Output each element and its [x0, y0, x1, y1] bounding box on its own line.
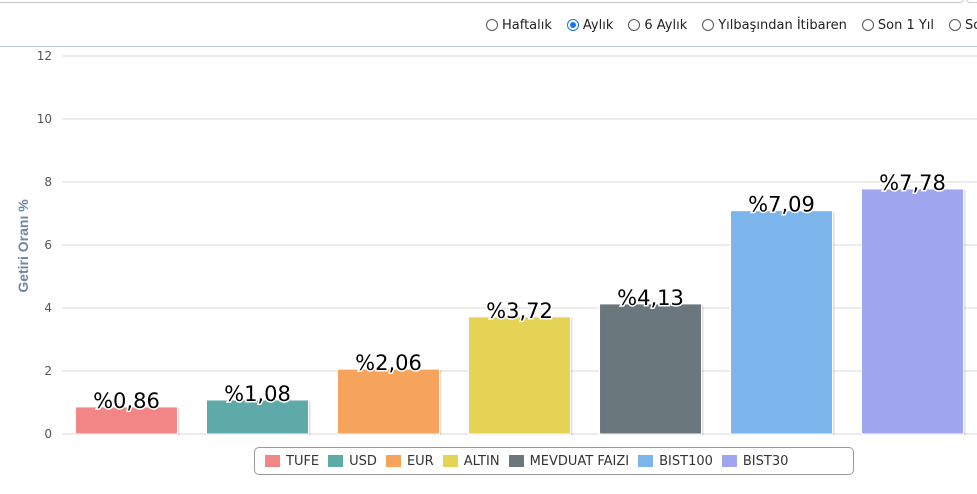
period-option-6-aylik[interactable]: 6 Aylık — [628, 18, 687, 33]
y-tick-label: 4 — [44, 301, 52, 315]
y-tick-labels: 0 2 4 6 8 10 12 — [37, 49, 52, 441]
period-option-label: So — [965, 17, 977, 33]
bar-data-label: %1,08 — [224, 382, 291, 406]
period-option-label: Son 1 Yıl — [877, 17, 935, 33]
legend-label: USD — [349, 453, 377, 469]
legend-label: BIST30 — [742, 453, 789, 469]
period-option-son-1-yil[interactable]: Son 1 Yıl — [861, 17, 935, 33]
bar-mevduat-faizi[interactable] — [599, 303, 703, 435]
radio-checked-icon[interactable] — [566, 19, 579, 31]
bar-altin[interactable] — [468, 316, 571, 435]
legend-label: BIST100 — [659, 453, 713, 469]
legend-swatch — [508, 455, 524, 467]
asset-search-box[interactable] — [0, 0, 964, 3]
bar-data-label: %4,13 — [617, 286, 684, 310]
bar-tufe[interactable] — [74, 406, 178, 435]
period-option-label: 6 Aylık — [644, 17, 688, 33]
bar-data-label: %3,72 — [486, 299, 553, 323]
bar-bist30[interactable] — [861, 188, 965, 435]
legend-item[interactable]: MEVDUAT FAIZI — [508, 453, 630, 469]
bar-data-labels: %0,86 %1,08 %2,06 %3,72 %4,13 %7,09 %7,78 — [92, 169, 948, 414]
legend-item[interactable]: EUR — [385, 453, 434, 469]
legend-swatch — [638, 455, 654, 467]
dropdown-box[interactable] — [966, 0, 977, 3]
radio-icon[interactable] — [486, 19, 498, 31]
period-option-aylik[interactable]: Aylık — [566, 17, 614, 33]
legend-swatch — [265, 455, 280, 467]
radio-icon[interactable] — [949, 19, 962, 31]
y-tick-label: 12 — [37, 49, 52, 63]
y-tick-label: 8 — [44, 175, 52, 189]
bars — [74, 188, 966, 435]
period-option-so[interactable]: So — [949, 18, 977, 33]
period-option-label: Yılbaşından İtibaren — [718, 17, 847, 33]
bar-data-label: %7,09 — [748, 193, 815, 217]
legend-label: ALTIN — [463, 453, 500, 469]
chart-legend: TUFE USD EUR ALTIN MEVDUAT FAIZI BIST100 BIST3… — [254, 447, 854, 475]
bar-usd[interactable] — [205, 399, 309, 435]
y-tick-label: 2 — [44, 364, 52, 378]
y-tick-label: 6 — [44, 238, 52, 252]
period-radio-group: Haftalık Aylık 6 Aylık Yılbaşından İtiba… — [486, 15, 977, 35]
y-tick-label: 0 — [44, 427, 52, 441]
y-grid — [62, 55, 977, 435]
bar-data-label: %7,78 — [879, 171, 946, 195]
y-tick-label: 10 — [37, 112, 52, 126]
legend-swatch — [442, 455, 458, 467]
bar-bist100[interactable] — [730, 210, 834, 435]
legend-label: TUFE — [286, 453, 320, 469]
legend-item[interactable]: USD — [328, 454, 377, 469]
y-axis-label: Getiri Oranı % — [15, 199, 31, 293]
legend-swatch — [721, 455, 737, 467]
radio-icon[interactable] — [702, 19, 715, 31]
period-option-label: Aylık — [582, 17, 614, 33]
bar-data-label: %0,86 — [93, 389, 160, 413]
legend-swatch — [385, 455, 401, 467]
period-option-label: Haftalık — [502, 17, 552, 33]
returns-bar-chart: Getiri Oranı % 0 2 4 6 8 10 12 %0,86 %1,08 %2,06… — [15, 49, 977, 441]
legend-item[interactable]: BIST100 — [638, 454, 713, 469]
period-option-yilbasindan-itibaren[interactable]: Yılbaşından İtibaren — [702, 18, 847, 33]
radio-icon[interactable] — [861, 19, 874, 31]
legend-item[interactable]: ALTIN — [442, 453, 500, 469]
legend-label: MEVDUAT FAIZI — [529, 453, 630, 469]
bar-eur[interactable] — [336, 368, 440, 435]
legend-swatch — [328, 455, 344, 467]
legend-label: EUR — [406, 453, 434, 469]
period-option-haftalik[interactable]: Haftalık — [486, 18, 552, 33]
legend-item[interactable]: BIST30 — [721, 453, 789, 469]
bar-data-label: %2,06 — [355, 351, 422, 375]
legend-item[interactable]: TUFE — [265, 454, 319, 469]
top-toolbar: Haftalık Aylık 6 Aylık Yılbaşından İtiba… — [0, 0, 977, 47]
radio-icon[interactable] — [628, 19, 641, 31]
